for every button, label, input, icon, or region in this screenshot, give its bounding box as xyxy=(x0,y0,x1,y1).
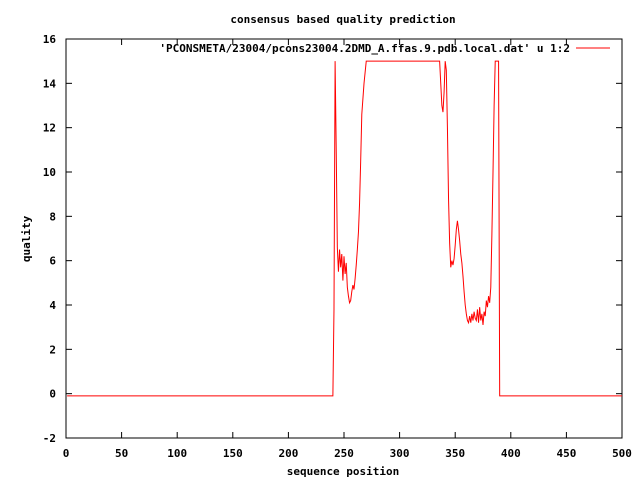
legend: 'PCONSMETA/23004/pcons23004.2DMD_A.ffas.… xyxy=(159,42,610,55)
y-tick-label: 8 xyxy=(49,210,56,223)
y-tick-label: 14 xyxy=(43,77,57,90)
y-tick-label: -2 xyxy=(43,432,56,445)
x-tick-label: 200 xyxy=(278,447,298,460)
plot-frame xyxy=(65,38,623,439)
x-tick-label: 350 xyxy=(445,447,465,460)
x-tick-label: 50 xyxy=(115,447,128,460)
x-tick-label: 100 xyxy=(167,447,187,460)
x-axis-label: sequence position xyxy=(287,465,400,478)
x-tick-label: 150 xyxy=(223,447,243,460)
y-tick-label: 10 xyxy=(43,166,56,179)
x-tick-label: 250 xyxy=(334,447,354,460)
x-tick-label: 500 xyxy=(612,447,632,460)
x-tick-label: 0 xyxy=(63,447,70,460)
series-line-0 xyxy=(67,60,622,397)
axis-ticks: 0 50 100 150 200 250 300 350 400 450 500 -2 0 2 4 6 8 10 1… xyxy=(43,33,632,460)
chart-title: consensus based quality prediction xyxy=(230,13,455,26)
y-axis-label: quality xyxy=(20,215,33,262)
x-tick-label: 450 xyxy=(556,447,576,460)
plot-area xyxy=(67,60,622,397)
y-tick-label: 12 xyxy=(43,122,56,135)
y-tick-label: 6 xyxy=(49,255,56,268)
x-tick-label: 300 xyxy=(390,447,410,460)
y-tick-label: 4 xyxy=(49,299,56,312)
y-tick-label: 16 xyxy=(43,33,57,46)
y-tick-label: 2 xyxy=(49,343,56,356)
x-tick-label: 400 xyxy=(501,447,521,460)
y-tick-label: 0 xyxy=(49,388,56,401)
legend-series-label: 'PCONSMETA/23004/pcons23004.2DMD_A.ffas.… xyxy=(159,42,570,55)
